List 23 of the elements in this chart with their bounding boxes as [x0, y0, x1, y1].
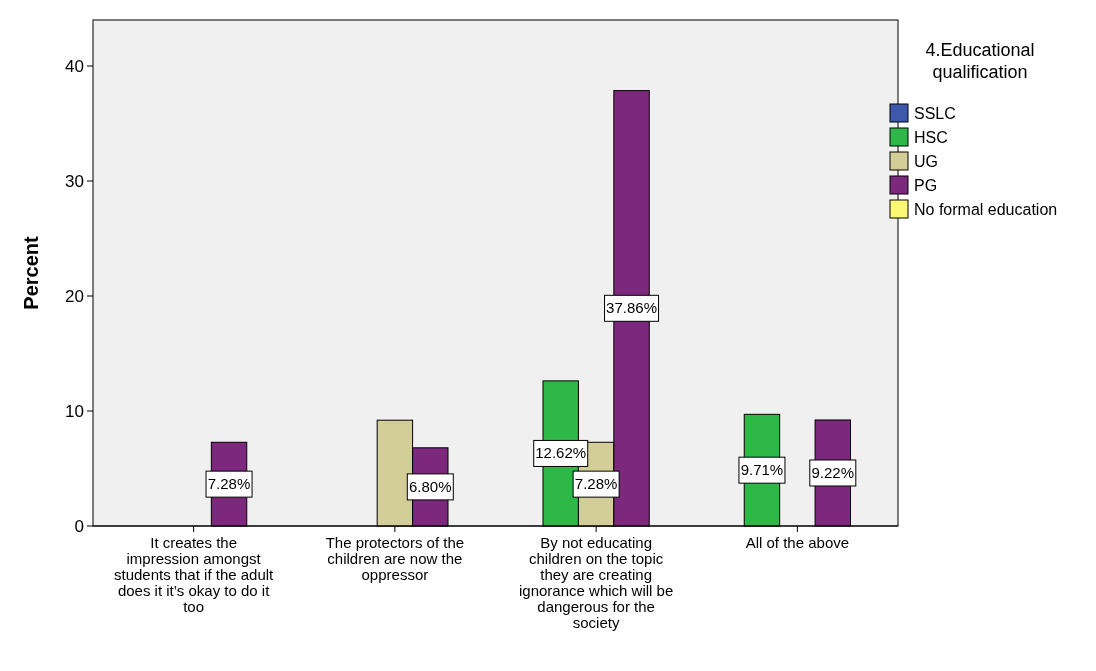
legend-label: No formal education: [914, 201, 1058, 218]
x-tick-label: By not educating children on the topic they are creating ignorance which will be dangerous for the society: [519, 534, 674, 631]
data-label: 6.80%: [409, 477, 452, 495]
data-label: 7.28%: [207, 475, 251, 493]
legend-label: PG: [914, 177, 938, 194]
data-label: 37.86%: [606, 299, 657, 317]
legend-label: SSLC: [914, 105, 956, 122]
x-tick-label: It creates the impression amongst students that if the adult does it it’s okay to do it too: [113, 534, 275, 615]
y-tick-label: 10: [65, 402, 84, 421]
data-label: 7.28%: [574, 475, 618, 493]
y-tick-label: 20: [65, 287, 84, 306]
y-tick-label: 30: [65, 172, 84, 191]
legend-label: HSC: [914, 129, 948, 146]
x-tick-label: The protectors of the children are now the oppressor: [325, 534, 465, 583]
x-tick-label: All of the above: [745, 534, 850, 551]
data-label: 12.62%: [535, 444, 587, 462]
data-label: 9.22%: [811, 463, 855, 481]
legend-label: UG: [914, 153, 938, 170]
y-axis-title: Percent: [20, 235, 42, 310]
legend-title: 4.Educational qualification: [925, 40, 1035, 82]
y-tick-label: 40: [65, 57, 84, 76]
y-tick-label: 0: [74, 517, 84, 536]
data-label: 9.71%: [740, 461, 784, 479]
